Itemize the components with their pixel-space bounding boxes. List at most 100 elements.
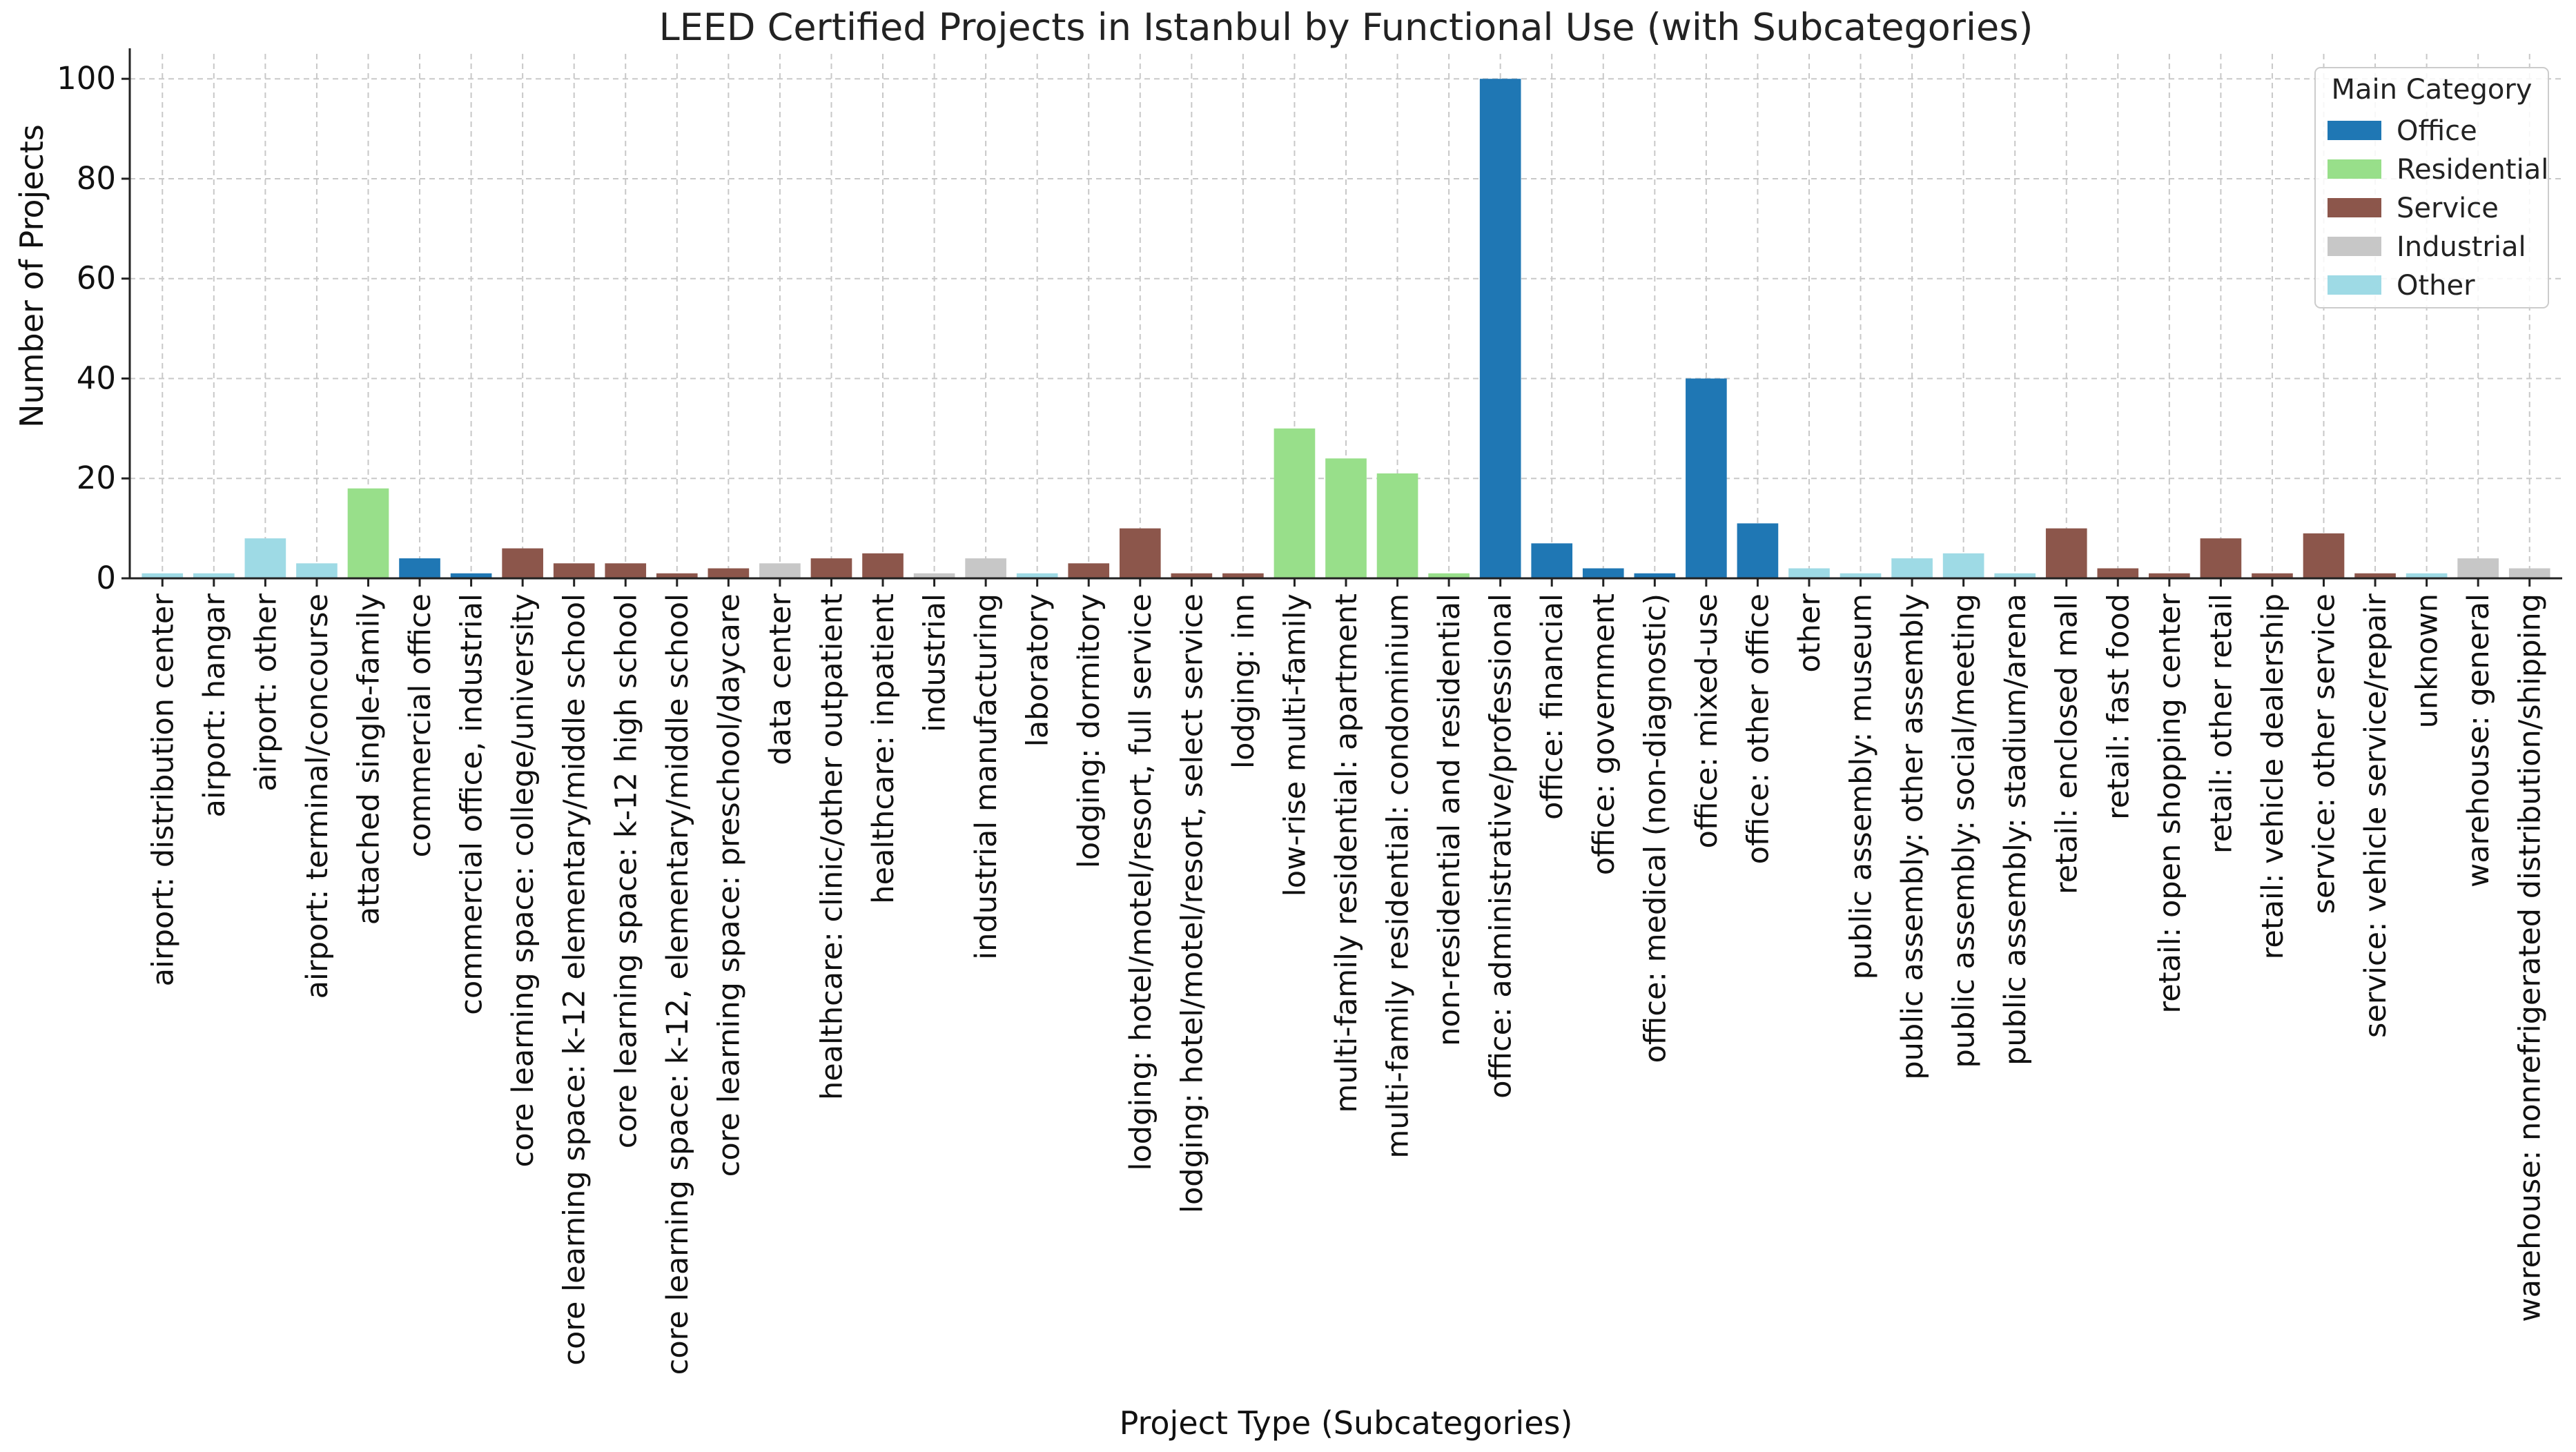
x-tick-label: multi-family residential: apartment xyxy=(1329,593,1364,1113)
y-tick-label: 20 xyxy=(77,460,116,496)
x-tick-label: office: administrative/professional xyxy=(1484,593,1519,1099)
x-tick-label: airport: other xyxy=(248,593,283,792)
x-tick-label: industrial xyxy=(918,593,953,732)
x-tick-label: service: other service xyxy=(2307,593,2342,914)
bar-low-rise-multi-family xyxy=(1274,428,1316,578)
bar-office-financial xyxy=(1531,543,1573,578)
x-tick-label: core learning space: k-12, elementary/mi… xyxy=(661,593,695,1375)
bar-attached-single-family xyxy=(347,488,389,578)
x-tick-label: low-rise multi-family xyxy=(1278,593,1312,896)
x-tick-label: office: medical (non-diagnostic) xyxy=(1638,593,1672,1063)
x-tick-label: warehouse: nonrefrigerated distribution/… xyxy=(2513,593,2548,1322)
x-tick-label: service: vehicle service/repair xyxy=(2359,593,2393,1038)
x-tick-label: retail: enclosed mall xyxy=(2050,593,2085,894)
x-tick-label: data center xyxy=(763,593,798,765)
bar-office-medical-non-diagnostic xyxy=(1634,573,1676,578)
legend: Main Category Office Residential Service Ind… xyxy=(2314,67,2549,308)
bar-retail-fast-food xyxy=(2097,568,2139,578)
bar-warehouse-general xyxy=(2457,558,2499,578)
bar-lodging-hotel-motel-resort-select-service xyxy=(1171,573,1213,578)
x-tick-label: non-residential and residential xyxy=(1432,593,1467,1046)
bar-office-government xyxy=(1582,568,1624,578)
bar-unknown xyxy=(2406,573,2448,578)
x-tick-label: industrial manufacturing xyxy=(969,593,1004,960)
bar-airport-other xyxy=(244,538,286,578)
bars xyxy=(142,79,2550,578)
legend-swatch-residential xyxy=(2328,159,2381,179)
x-tick-label: attached single-family xyxy=(351,593,386,925)
x-tick-label: retail: other retail xyxy=(2204,593,2238,854)
bar-retail-vehicle-dealership xyxy=(2252,573,2293,578)
x-tick-label: core learning space: preschool/daycare xyxy=(712,593,746,1177)
chart-title: LEED Certified Projects in Istanbul by F… xyxy=(659,6,2033,49)
x-tick-label: core learning space: k-12 high school xyxy=(609,593,643,1148)
bar-public-assembly-stadium-arena xyxy=(1994,573,2036,578)
x-tick-label: other xyxy=(1793,593,1827,673)
bar-service-other-service xyxy=(2303,533,2345,578)
bar-multi-family-residential-apartment xyxy=(1325,458,1367,578)
bar-retail-enclosed-mall xyxy=(2045,528,2087,578)
bar-laboratory xyxy=(1016,573,1058,578)
legend-swatch-office xyxy=(2328,121,2381,140)
bar-core-learning-space-college-university xyxy=(502,548,543,578)
x-tick-label: retail: vehicle dealership xyxy=(2256,593,2290,959)
y-tick-label: 80 xyxy=(77,160,116,197)
bar-industrial-manufacturing xyxy=(965,558,1006,578)
bar-office-other-office xyxy=(1737,523,1779,578)
bar-public-assembly-other-assembly xyxy=(1891,558,1933,578)
x-tick-label: healthcare: inpatient xyxy=(866,593,901,904)
bar-public-assembly-social-meeting xyxy=(1942,553,1984,578)
bar-retail-other-retail xyxy=(2200,538,2242,578)
x-tick-label: healthcare: clinic/other outpatient xyxy=(814,593,849,1100)
x-tick-label: commercial office, industrial xyxy=(455,593,489,1015)
x-tick-label: core learning space: k-12 elementary/mid… xyxy=(558,593,592,1366)
x-tick-label: public assembly: stadium/arena xyxy=(1998,593,2033,1066)
y-tick-label: 40 xyxy=(77,360,116,396)
legend-title: Main Category xyxy=(2332,74,2533,106)
y-tick-label: 60 xyxy=(77,260,116,297)
x-tick-label: unknown xyxy=(2410,593,2445,728)
bar-lodging-dormitory xyxy=(1068,563,1110,578)
bar-non-residential-and-residential xyxy=(1428,573,1470,578)
bar-public-assembly-museum xyxy=(1840,573,1882,578)
bar-warehouse-nonrefrigerated-distribution-shipping xyxy=(2508,568,2550,578)
x-tick-label: office: mixed-use xyxy=(1690,593,1724,848)
bar-industrial xyxy=(913,573,955,578)
y-tick-label: 0 xyxy=(96,560,116,596)
y-axis-title: Number of Projects xyxy=(13,124,50,428)
legend-label-other: Other xyxy=(2397,270,2475,302)
bar-other xyxy=(1788,568,1830,578)
bar-airport-distribution-center xyxy=(142,573,184,578)
bar-commercial-office-industrial xyxy=(450,573,492,578)
x-tick-label: office: financial xyxy=(1535,593,1570,820)
x-tick-label: multi-family residential: condominium xyxy=(1381,593,1416,1159)
bar-data-center xyxy=(759,563,801,578)
bar-healthcare-inpatient xyxy=(862,553,904,578)
bar-commercial-office xyxy=(399,558,440,578)
x-tick-label: public assembly: other assembly xyxy=(1895,593,1930,1080)
bar-healthcare-clinic-other-outpatient xyxy=(810,558,852,578)
x-axis-tick-labels: airport: distribution center airport: han… xyxy=(146,578,2548,1375)
bar-core-learning-space-k-12-high-school xyxy=(605,563,647,578)
bar-airport-terminal-concourse xyxy=(296,563,338,578)
legend-label-service: Service xyxy=(2397,193,2499,224)
x-tick-label: retail: fast food xyxy=(2101,593,2136,820)
x-tick-label: public assembly: social/meeting xyxy=(1947,593,1982,1068)
y-tick-label: 100 xyxy=(57,60,116,97)
legend-label-industrial: Industrial xyxy=(2397,231,2526,263)
legend-swatch-industrial xyxy=(2328,237,2381,256)
x-tick-label: lodging: dormitory xyxy=(1072,593,1106,868)
legend-label-residential: Residential xyxy=(2397,154,2548,186)
bar-core-learning-space-preschool-daycare xyxy=(708,568,750,578)
x-tick-label: commercial office xyxy=(403,593,438,857)
x-tick-label: lodging: inn xyxy=(1227,593,1261,769)
x-tick-label: lodging: hotel/motel/resort, select serv… xyxy=(1175,593,1209,1213)
bar-retail-open-shopping-center xyxy=(2149,573,2190,578)
x-tick-label: retail: open shopping center xyxy=(2153,593,2187,1014)
legend-swatch-other xyxy=(2328,275,2381,295)
bar-office-mixed-use xyxy=(1686,378,1727,578)
legend-swatch-service xyxy=(2328,198,2381,217)
bar-multi-family-residential-condominium xyxy=(1376,473,1418,578)
